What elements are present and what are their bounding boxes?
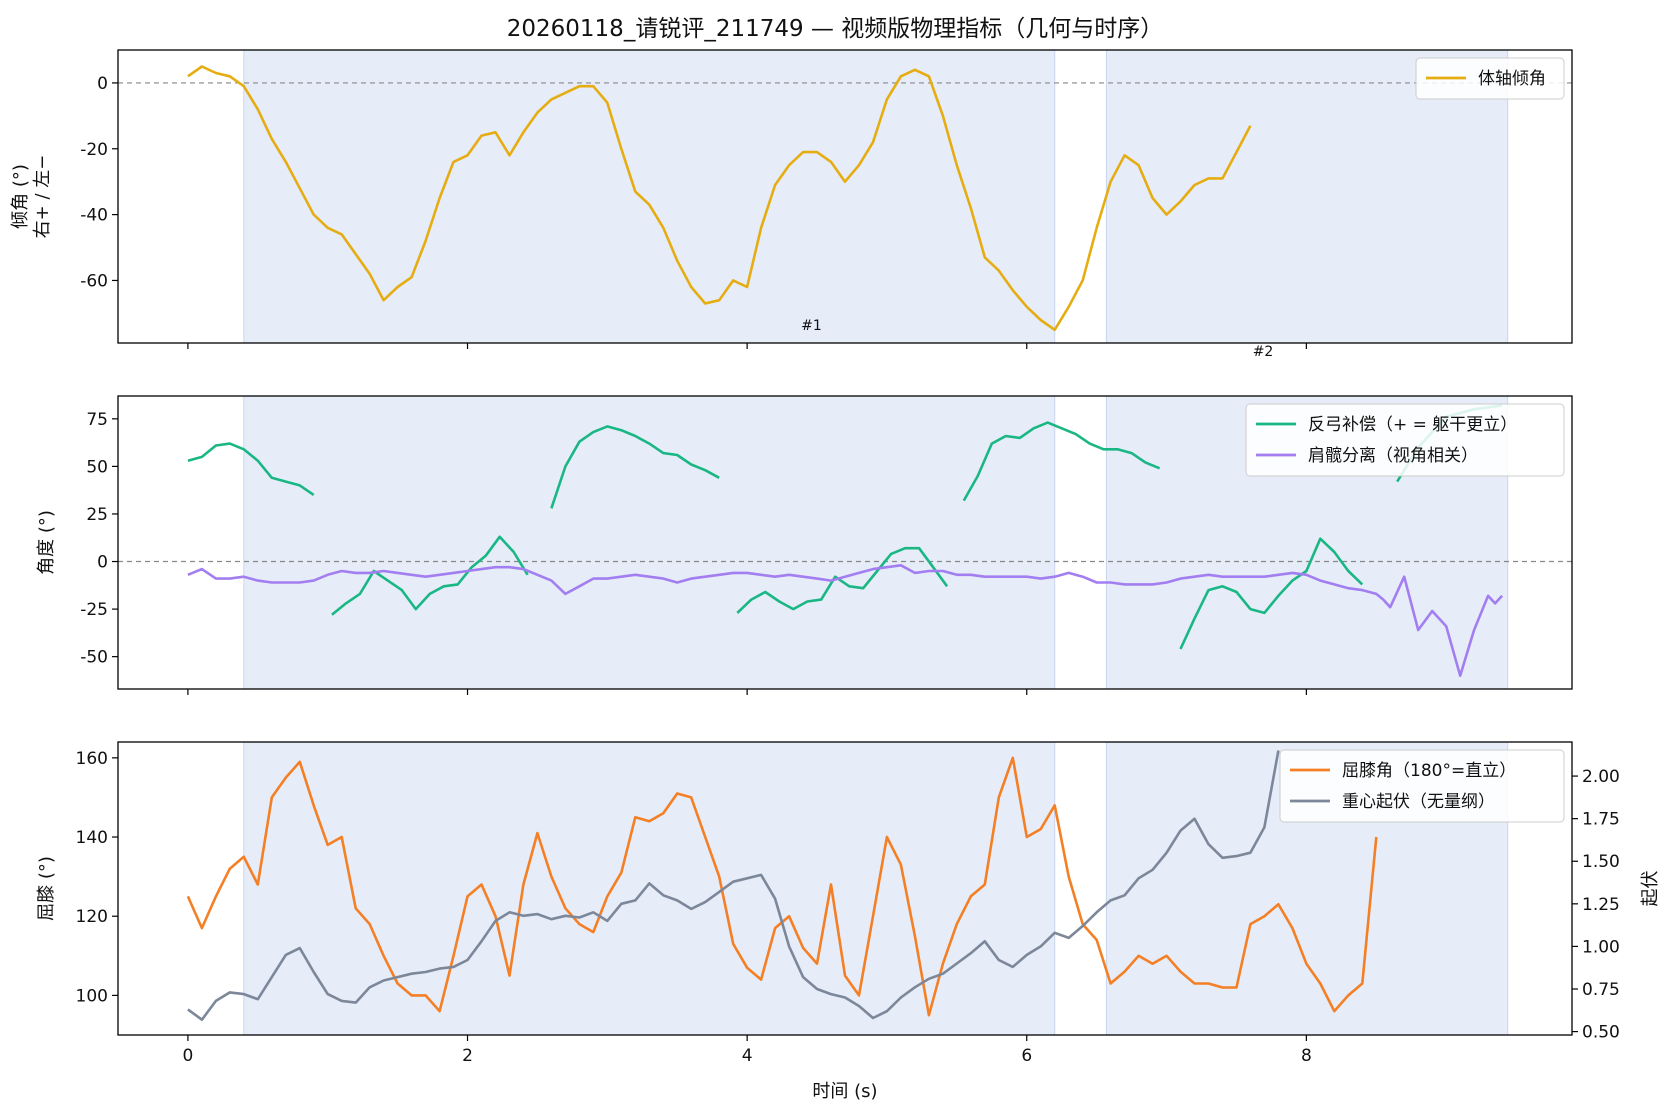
x-tick-label: 2 <box>462 1046 473 1066</box>
tilt-panel: 0 -20 -40 -60 倾角 (°) 右+ / 左− #1 #2 体轴倾角 <box>10 49 1573 360</box>
y-tick-label: 140 <box>76 828 108 848</box>
chart-title: 20260118_请锐评_211749 — 视频版物理指标（几何与时序） <box>507 16 1164 42</box>
series-line <box>1179 537 1364 650</box>
y-tick-label: 0 <box>97 74 108 94</box>
y-tick-label: -25 <box>80 600 108 620</box>
y2-tick-label: 1.00 <box>1582 937 1620 957</box>
y-tick-label: 120 <box>76 907 108 927</box>
y-tick-label: -50 <box>80 648 108 668</box>
series-line <box>187 563 1504 678</box>
legend-label: 重心起伏（无量纲） <box>1342 792 1495 812</box>
y-axis-label: 倾角 (°) <box>10 164 31 229</box>
series-line <box>331 535 529 616</box>
legend-box <box>1279 749 1565 823</box>
legend: 体轴倾角 <box>1415 57 1565 100</box>
x-tick-label: 8 <box>1301 1046 1312 1066</box>
series-line <box>187 442 315 496</box>
shaded-interval <box>243 49 1056 344</box>
y2-tick-label: 1.25 <box>1582 895 1620 915</box>
y2-axis-label: 起伏 <box>1640 871 1661 907</box>
y-axis-label: 屈膝 (°) <box>36 856 57 921</box>
knee-panel: 0 2 4 6 8 100 120 140 160 0.50 0.75 1.00 1.25 1.50 1.7… <box>36 741 1661 1066</box>
series-line <box>187 65 1252 332</box>
y-tick-label: 0 <box>97 553 108 573</box>
legend-box <box>1415 57 1565 100</box>
series-line <box>550 425 720 509</box>
plot-area <box>187 65 1252 332</box>
y2-tick-label: 1.50 <box>1582 852 1620 872</box>
y-tick-label: 25 <box>86 505 108 525</box>
series-line <box>736 546 949 614</box>
plot-area <box>187 404 1504 678</box>
axes-frame <box>117 741 1573 1036</box>
x-tick-label: 0 <box>182 1046 193 1066</box>
y-tick-label: -60 <box>80 271 108 291</box>
x-axis-label: 时间 (s) <box>812 1081 877 1102</box>
legend-label: 屈膝角（180°=直立） <box>1342 761 1516 781</box>
peak-annotation: #1 <box>801 318 822 334</box>
legend-label: 肩髋分离（视角相关） <box>1308 446 1478 466</box>
legend-label: 反弓补偿（+ = 躯干更立） <box>1308 415 1517 435</box>
plot-area <box>186 750 1378 1022</box>
series-line <box>187 750 1280 1022</box>
y2-tick-label: 0.75 <box>1582 980 1620 1000</box>
axes-frame <box>117 49 1573 344</box>
legend-label: 体轴倾角 <box>1478 69 1546 89</box>
shaded-interval <box>243 741 1056 1036</box>
legend: 屈膝角（180°=直立） 重心起伏（无量纲） <box>1279 749 1565 823</box>
y-tick-label: -20 <box>80 140 108 160</box>
peak-annotation: #2 <box>1253 344 1274 360</box>
y-tick-label: 160 <box>76 749 108 769</box>
y2-tick-label: 2.00 <box>1582 767 1620 787</box>
y-axis-label: 右+ / 左− <box>32 155 53 239</box>
shaded-interval <box>243 395 1056 690</box>
x-tick-label: 4 <box>742 1046 753 1066</box>
y2-tick-label: 1.75 <box>1582 810 1620 830</box>
y-tick-label: 50 <box>86 457 108 477</box>
series-line <box>962 421 1161 502</box>
legend-box <box>1245 403 1565 477</box>
y-tick-label: 75 <box>86 410 108 430</box>
y-axis-label: 角度 (°) <box>36 510 57 575</box>
axes-frame <box>117 395 1573 690</box>
y-tick-label: 100 <box>76 986 108 1006</box>
y2-tick-label: 0.50 <box>1582 1023 1620 1043</box>
angle-panel: 75 50 25 0 -25 -50 角度 (°) 反弓补偿（+ = 躯干更立） 肩髋分离（视角… <box>36 395 1573 695</box>
x-tick-label: 6 <box>1021 1046 1032 1066</box>
y-tick-label: -40 <box>80 206 108 226</box>
legend: 反弓补偿（+ = 躯干更立） 肩髋分离（视角相关） <box>1245 403 1565 477</box>
